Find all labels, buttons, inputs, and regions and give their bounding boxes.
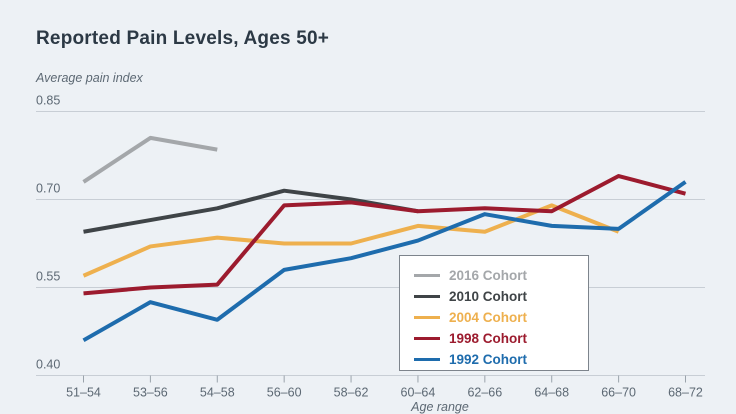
x-tick-label: 68–72 <box>668 386 703 400</box>
x-tick-label: 60–64 <box>401 386 436 400</box>
y-tick-label: 0.40 <box>36 358 60 372</box>
chart-title: Reported Pain Levels, Ages 50+ <box>36 28 330 49</box>
x-tick-label: 58–62 <box>334 386 369 400</box>
legend-item-2004-cohort: 2004 Cohort <box>414 307 588 328</box>
legend-swatch <box>414 274 440 277</box>
series-line-1992-cohort <box>82 180 687 343</box>
y-tick-label: 0.85 <box>36 94 60 108</box>
legend-swatch <box>414 295 440 298</box>
chart-legend: 2016 Cohort 2010 Cohort 2004 Cohort 1998 Co… <box>399 255 589 371</box>
series-line-2004-cohort <box>82 203 620 278</box>
legend-label: 2004 Cohort <box>449 309 528 325</box>
x-tick-label: 66–70 <box>601 386 636 400</box>
series-line-1998-cohort <box>83 174 687 296</box>
x-tick-label: 51–54 <box>66 386 101 400</box>
legend-item-1992-cohort: 1992 Cohort <box>414 349 588 370</box>
y-axis-label: Average pain index <box>36 71 143 85</box>
y-tick-label: 0.70 <box>36 182 60 196</box>
legend-item-1998-cohort: 1998 Cohort <box>414 328 588 349</box>
legend-item-2010-cohort: 2010 Cohort <box>414 286 588 307</box>
legend-swatch <box>414 316 440 319</box>
legend-label: 1998 Cohort <box>449 330 528 346</box>
x-tick-label: 62–66 <box>467 386 502 400</box>
series-line-2010-cohort <box>83 188 419 234</box>
legend-swatch <box>414 337 440 340</box>
x-tick-label: 53–56 <box>133 386 168 400</box>
series-line-2016-cohort <box>82 135 218 184</box>
x-tick-label: 54–58 <box>200 386 235 400</box>
legend-label: 1992 Cohort <box>449 351 528 367</box>
legend-label: 2010 Cohort <box>449 288 528 304</box>
legend-item-2016-cohort: 2016 Cohort <box>414 265 588 286</box>
y-tick-label: 0.55 <box>36 270 60 284</box>
x-tick-label: 64–68 <box>534 386 569 400</box>
x-axis-label: Age range <box>411 400 469 414</box>
x-tick-label: 56–60 <box>267 386 302 400</box>
legend-label: 2016 Cohort <box>449 267 528 283</box>
legend-swatch <box>414 358 440 361</box>
